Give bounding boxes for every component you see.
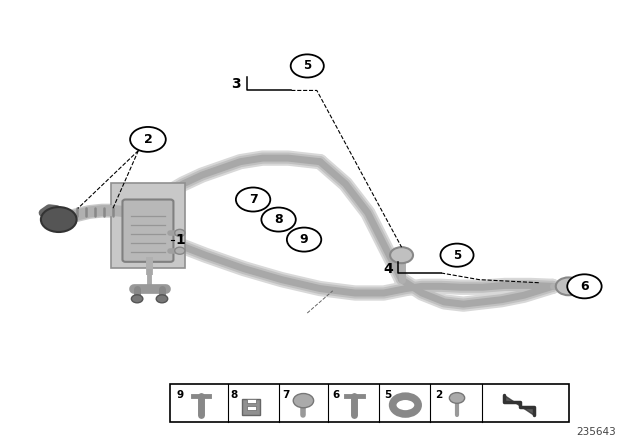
Text: 6: 6 bbox=[580, 280, 589, 293]
Circle shape bbox=[440, 244, 474, 267]
Circle shape bbox=[175, 247, 185, 254]
Circle shape bbox=[175, 229, 185, 237]
Text: 7: 7 bbox=[249, 193, 257, 206]
Circle shape bbox=[156, 295, 168, 303]
FancyBboxPatch shape bbox=[122, 199, 173, 262]
Circle shape bbox=[287, 228, 321, 252]
Circle shape bbox=[293, 393, 314, 408]
Polygon shape bbox=[504, 395, 534, 415]
Circle shape bbox=[261, 207, 296, 232]
Circle shape bbox=[130, 127, 166, 152]
Text: 7: 7 bbox=[282, 390, 289, 400]
Text: 5: 5 bbox=[453, 249, 461, 262]
Circle shape bbox=[131, 295, 143, 303]
Text: 5: 5 bbox=[384, 390, 391, 400]
Circle shape bbox=[41, 207, 77, 232]
Circle shape bbox=[449, 392, 465, 403]
Circle shape bbox=[291, 54, 324, 78]
FancyBboxPatch shape bbox=[111, 183, 185, 267]
Circle shape bbox=[556, 277, 581, 295]
Text: 6: 6 bbox=[333, 390, 340, 400]
Text: 4: 4 bbox=[383, 262, 394, 276]
Text: 9: 9 bbox=[300, 233, 308, 246]
Bar bbox=[246, 406, 256, 409]
Circle shape bbox=[390, 247, 413, 263]
Text: 8: 8 bbox=[231, 390, 238, 400]
Text: 1: 1 bbox=[175, 233, 185, 246]
Text: 9: 9 bbox=[177, 390, 184, 400]
Text: 235643: 235643 bbox=[577, 427, 616, 437]
Text: 2: 2 bbox=[143, 133, 152, 146]
Text: 2: 2 bbox=[435, 390, 442, 400]
Text: 3: 3 bbox=[231, 77, 241, 91]
Circle shape bbox=[236, 188, 270, 211]
Bar bbox=[170, 384, 568, 422]
Circle shape bbox=[567, 274, 602, 298]
Bar bbox=[243, 399, 260, 415]
Text: 8: 8 bbox=[275, 213, 283, 226]
Bar bbox=[246, 399, 256, 403]
Text: 5: 5 bbox=[303, 60, 312, 73]
